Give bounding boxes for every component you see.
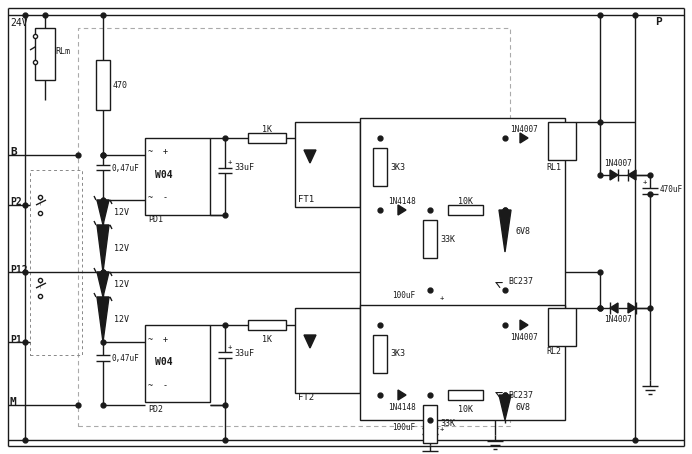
- Bar: [548, 122, 576, 160]
- Bar: [248, 133, 286, 143]
- Polygon shape: [520, 320, 528, 330]
- Text: 12V: 12V: [114, 280, 129, 289]
- Polygon shape: [97, 272, 109, 297]
- Polygon shape: [499, 210, 511, 252]
- Bar: [423, 220, 437, 258]
- Text: P: P: [655, 17, 662, 27]
- Text: RL2: RL2: [546, 347, 561, 356]
- Polygon shape: [628, 170, 636, 180]
- Polygon shape: [97, 297, 109, 342]
- Text: 100uF: 100uF: [392, 291, 415, 301]
- Text: P1: P1: [10, 335, 21, 345]
- Text: P12: P12: [10, 265, 28, 275]
- Bar: [548, 308, 576, 346]
- Text: ~  -: ~ -: [148, 193, 168, 202]
- Text: FT1: FT1: [298, 196, 314, 204]
- Text: 3K3: 3K3: [390, 163, 405, 172]
- Text: 33uF: 33uF: [234, 163, 254, 173]
- Bar: [423, 405, 437, 443]
- Text: 24V: 24V: [10, 18, 28, 28]
- Text: 1N4148: 1N4148: [388, 197, 416, 206]
- Bar: [448, 205, 483, 215]
- Text: 1K: 1K: [262, 335, 272, 344]
- Text: 10K: 10K: [458, 197, 473, 206]
- Text: BC237: BC237: [508, 390, 533, 400]
- Text: 33K: 33K: [440, 235, 455, 243]
- Text: 1N4148: 1N4148: [388, 403, 416, 411]
- Text: 1K: 1K: [262, 124, 272, 133]
- Text: 10K: 10K: [458, 405, 473, 414]
- Text: 100uF: 100uF: [392, 424, 415, 433]
- Bar: [360, 118, 565, 318]
- Polygon shape: [628, 303, 636, 313]
- Text: 12V: 12V: [114, 244, 129, 253]
- Text: W04: W04: [155, 170, 172, 180]
- Text: M: M: [10, 397, 17, 407]
- Bar: [248, 320, 286, 330]
- Bar: [360, 305, 565, 420]
- Text: W04: W04: [155, 357, 172, 367]
- Bar: [295, 122, 360, 207]
- Polygon shape: [398, 390, 406, 400]
- Bar: [448, 390, 483, 400]
- Text: 6V8: 6V8: [516, 403, 531, 412]
- Bar: [30, 170, 82, 355]
- Text: RLm: RLm: [55, 48, 70, 56]
- Text: BC237: BC237: [508, 277, 533, 286]
- Text: ~  -: ~ -: [148, 380, 168, 390]
- Polygon shape: [520, 133, 528, 143]
- Bar: [145, 325, 210, 402]
- Text: 0,47uF: 0,47uF: [112, 163, 140, 173]
- Polygon shape: [304, 150, 316, 163]
- Polygon shape: [97, 225, 109, 272]
- Bar: [96, 60, 110, 110]
- Bar: [35, 28, 55, 80]
- Text: 33K: 33K: [440, 419, 455, 429]
- Text: B: B: [10, 147, 17, 157]
- Polygon shape: [398, 205, 406, 215]
- Text: +: +: [228, 344, 233, 350]
- Text: +: +: [440, 295, 444, 301]
- Polygon shape: [499, 395, 511, 420]
- Bar: [373, 148, 387, 186]
- Text: P2: P2: [10, 197, 21, 207]
- Bar: [295, 308, 360, 393]
- Text: 470uF: 470uF: [660, 186, 683, 194]
- Text: +: +: [440, 426, 444, 432]
- Bar: [145, 138, 210, 215]
- Text: 12V: 12V: [114, 315, 129, 324]
- Text: PD2: PD2: [148, 405, 163, 415]
- Polygon shape: [97, 200, 109, 225]
- Bar: [373, 335, 387, 373]
- Text: ~  +: ~ +: [148, 148, 168, 157]
- Text: +: +: [228, 159, 233, 165]
- Text: PD1: PD1: [148, 216, 163, 224]
- Bar: [78, 28, 510, 426]
- Polygon shape: [304, 335, 316, 348]
- Polygon shape: [610, 303, 618, 313]
- Text: 33uF: 33uF: [234, 350, 254, 359]
- Text: 1N4007: 1N4007: [510, 332, 538, 341]
- Text: 1N4007: 1N4007: [604, 158, 632, 168]
- Text: RL1: RL1: [546, 163, 561, 172]
- Text: ~  +: ~ +: [148, 335, 168, 344]
- Text: FT2: FT2: [298, 394, 314, 403]
- Text: +: +: [643, 179, 647, 185]
- Text: 3K3: 3K3: [390, 350, 405, 359]
- Text: 1N4007: 1N4007: [510, 124, 538, 133]
- Text: 6V8: 6V8: [516, 227, 531, 236]
- Text: 12V: 12V: [114, 208, 129, 217]
- Polygon shape: [610, 170, 618, 180]
- Text: 1N4007: 1N4007: [604, 316, 632, 325]
- Text: 470: 470: [113, 80, 128, 89]
- Text: 0,47uF: 0,47uF: [112, 354, 140, 362]
